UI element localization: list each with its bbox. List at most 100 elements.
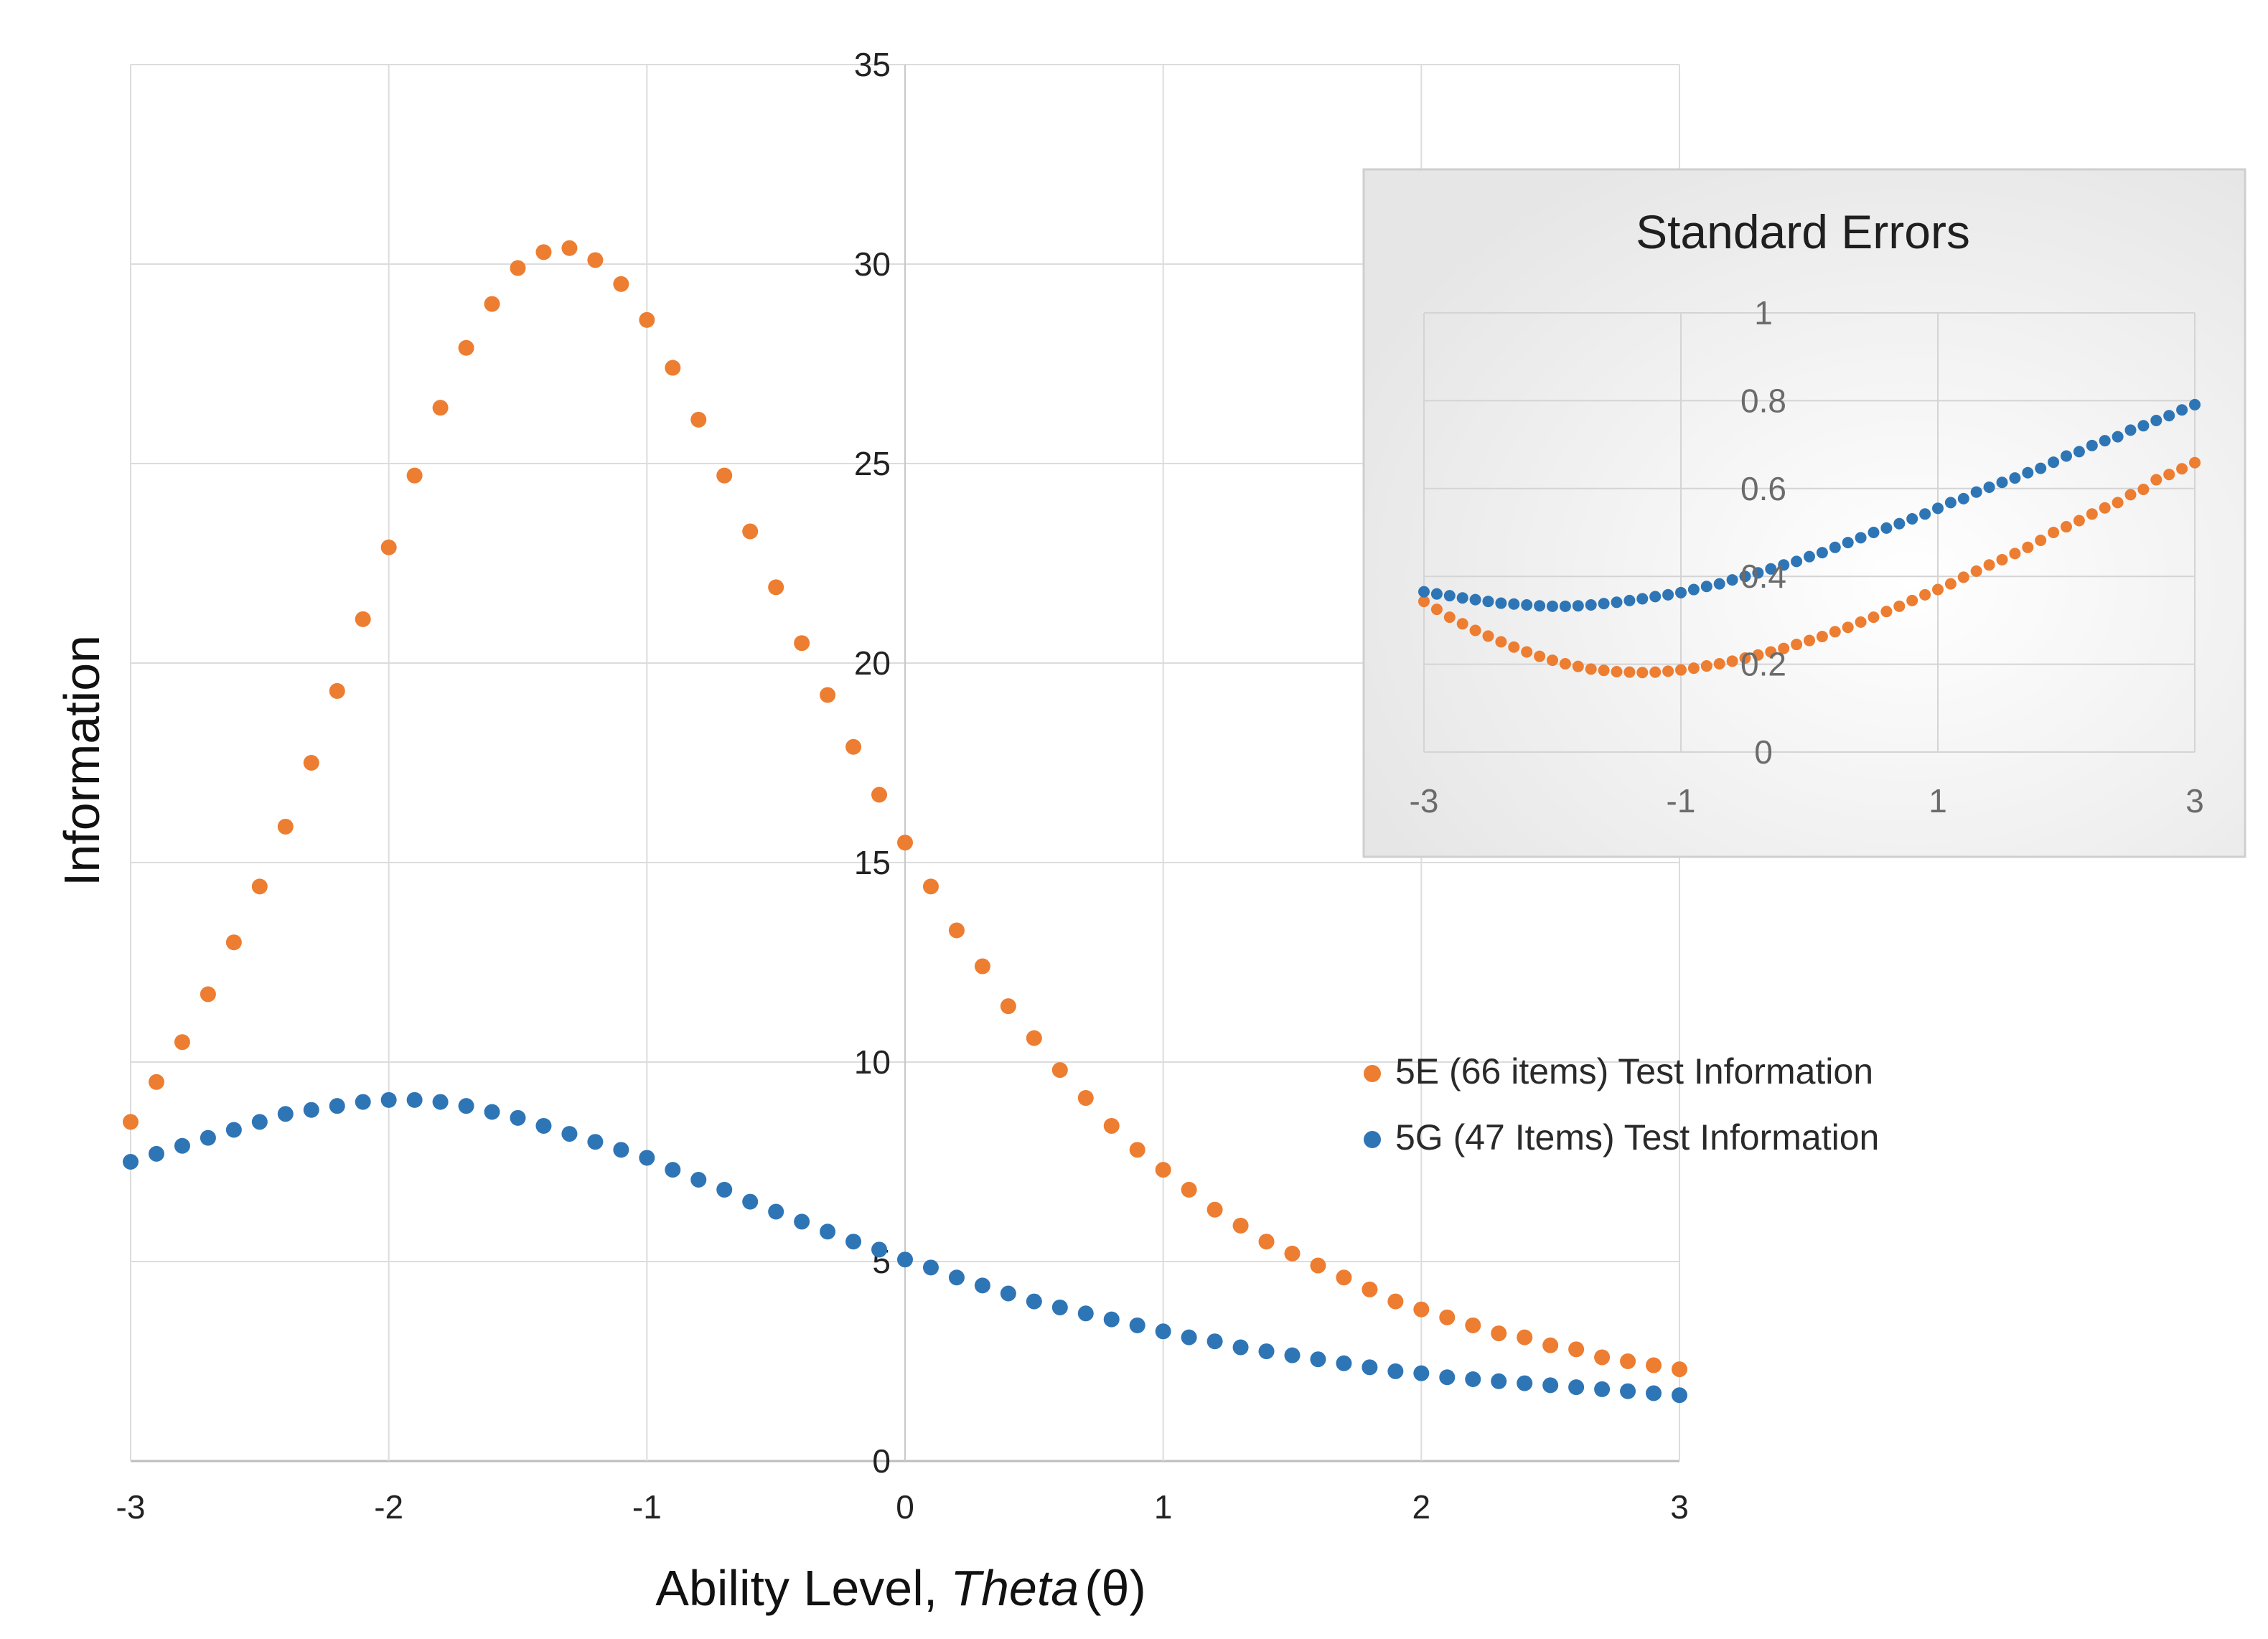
point-5g-standard-error xyxy=(1418,586,1430,598)
point-5g-information xyxy=(690,1172,707,1188)
point-5g-standard-error xyxy=(2022,466,2034,479)
point-5g-information xyxy=(123,1154,139,1170)
point-5g-information xyxy=(484,1104,500,1120)
x-tick-label: -2 xyxy=(374,1488,403,1526)
point-5e-standard-error xyxy=(1443,611,1456,624)
point-5g-standard-error xyxy=(2124,424,2137,436)
point-5g-standard-error xyxy=(1842,537,1854,549)
point-5g-standard-error xyxy=(2099,435,2111,447)
point-5e-information xyxy=(1387,1293,1404,1310)
point-5e-information xyxy=(1103,1117,1120,1134)
point-5e-information xyxy=(1646,1357,1662,1373)
point-5e-information xyxy=(1336,1269,1352,1286)
point-5e-standard-error xyxy=(1906,594,1918,606)
point-5e-standard-error xyxy=(1430,604,1443,616)
point-5g-information xyxy=(225,1122,242,1138)
point-5e-standard-error xyxy=(1791,639,1803,651)
point-5g-information xyxy=(1594,1381,1611,1397)
point-5e-standard-error xyxy=(1662,665,1674,677)
inset-x-tick-label: 1 xyxy=(1929,782,1947,820)
point-5g-standard-error xyxy=(2137,420,2150,432)
point-5e-standard-error xyxy=(1508,641,1520,653)
point-5g-standard-error xyxy=(1559,600,1571,612)
x-tick-label: -3 xyxy=(116,1488,146,1526)
point-5g-information xyxy=(974,1277,990,1294)
point-5e-information xyxy=(1672,1361,1687,1378)
point-5g-standard-error xyxy=(1534,600,1546,612)
point-5g-information xyxy=(432,1094,449,1110)
point-5g-standard-error xyxy=(2009,472,2021,484)
point-5g-standard-error xyxy=(1482,596,1494,608)
point-5e-information xyxy=(1181,1181,1197,1198)
legend: 5E (66 items) Test Information 5G (47 It… xyxy=(1364,1051,1879,1157)
point-5g-information xyxy=(174,1137,190,1154)
point-5g-standard-error xyxy=(1675,586,1687,598)
point-5e-information xyxy=(1155,1162,1171,1178)
point-5e-information xyxy=(561,240,578,256)
point-5g-information xyxy=(1542,1377,1559,1394)
point-5g-information xyxy=(1155,1323,1171,1340)
point-5g-information xyxy=(1491,1373,1507,1389)
point-5g-information xyxy=(1439,1369,1456,1386)
point-5e-standard-error xyxy=(1816,631,1828,643)
point-5e-information xyxy=(1542,1337,1559,1353)
point-5e-information xyxy=(1465,1317,1481,1333)
point-5e-standard-error xyxy=(2073,515,2085,527)
inset-y-tick-label: 0.6 xyxy=(1740,470,1786,507)
inset-frame xyxy=(1362,168,2246,858)
point-5e-standard-error xyxy=(1585,663,1597,675)
point-5g-standard-error xyxy=(2189,398,2201,410)
point-5g-information xyxy=(1620,1383,1636,1399)
point-5g-information xyxy=(1232,1339,1249,1356)
point-5e-information xyxy=(458,339,474,356)
point-5e-information xyxy=(1620,1353,1636,1369)
point-5e-information xyxy=(820,687,836,703)
point-5e-standard-error xyxy=(1944,578,1957,590)
point-5e-information xyxy=(174,1034,190,1051)
point-5g-information xyxy=(794,1213,810,1230)
point-5g-information xyxy=(200,1130,216,1146)
point-5e-information xyxy=(948,922,965,939)
point-5e-standard-error xyxy=(1649,666,1662,678)
x-axis-title-symbol: (θ) xyxy=(1084,1560,1146,1616)
point-5g-standard-error xyxy=(1868,527,1880,538)
point-5e-information xyxy=(1413,1301,1430,1318)
point-5g-information xyxy=(1672,1387,1687,1404)
point-5e-standard-error xyxy=(1469,624,1481,637)
point-5g-information xyxy=(1336,1355,1352,1371)
point-5g-standard-error xyxy=(1855,532,1867,544)
point-5g-standard-error xyxy=(1521,598,1533,611)
point-5g-information xyxy=(1465,1371,1481,1388)
point-5e-standard-error xyxy=(1919,588,1931,601)
point-5e-standard-error xyxy=(2124,489,2137,501)
point-5g-standard-error xyxy=(1804,550,1815,563)
point-5e-standard-error xyxy=(1482,630,1494,642)
inset-x-tick-label: -1 xyxy=(1667,782,1696,820)
point-5e-standard-error xyxy=(2086,508,2098,520)
main-series-points xyxy=(123,240,1687,1404)
point-5g-information xyxy=(535,1117,552,1134)
point-5g-standard-error xyxy=(2150,414,2162,426)
point-5e-standard-error xyxy=(1534,650,1546,662)
point-5e-information xyxy=(1077,1090,1094,1107)
point-5g-information xyxy=(613,1142,629,1158)
point-5g-standard-error xyxy=(1713,578,1725,590)
point-5g-information xyxy=(948,1269,965,1286)
point-5g-information xyxy=(871,1241,888,1258)
x-axis-title: Ability Level, Theta (θ) xyxy=(655,1560,1146,1616)
point-5e-information xyxy=(123,1114,139,1130)
point-5e-standard-error xyxy=(1765,646,1777,658)
point-5g-standard-error xyxy=(2061,450,2072,462)
point-5g-standard-error xyxy=(1649,591,1662,603)
point-5g-information xyxy=(406,1091,423,1108)
point-5e-standard-error xyxy=(1752,649,1764,661)
point-5e-information xyxy=(1129,1142,1145,1158)
point-5g-standard-error xyxy=(1623,594,1636,606)
point-5g-standard-error xyxy=(1880,522,1893,534)
point-5g-standard-error xyxy=(1791,555,1803,568)
point-5e-information xyxy=(1568,1341,1585,1358)
point-5e-information xyxy=(406,467,423,484)
point-5g-information xyxy=(1568,1379,1585,1396)
inset-title: Standard Errors xyxy=(1636,205,1970,258)
